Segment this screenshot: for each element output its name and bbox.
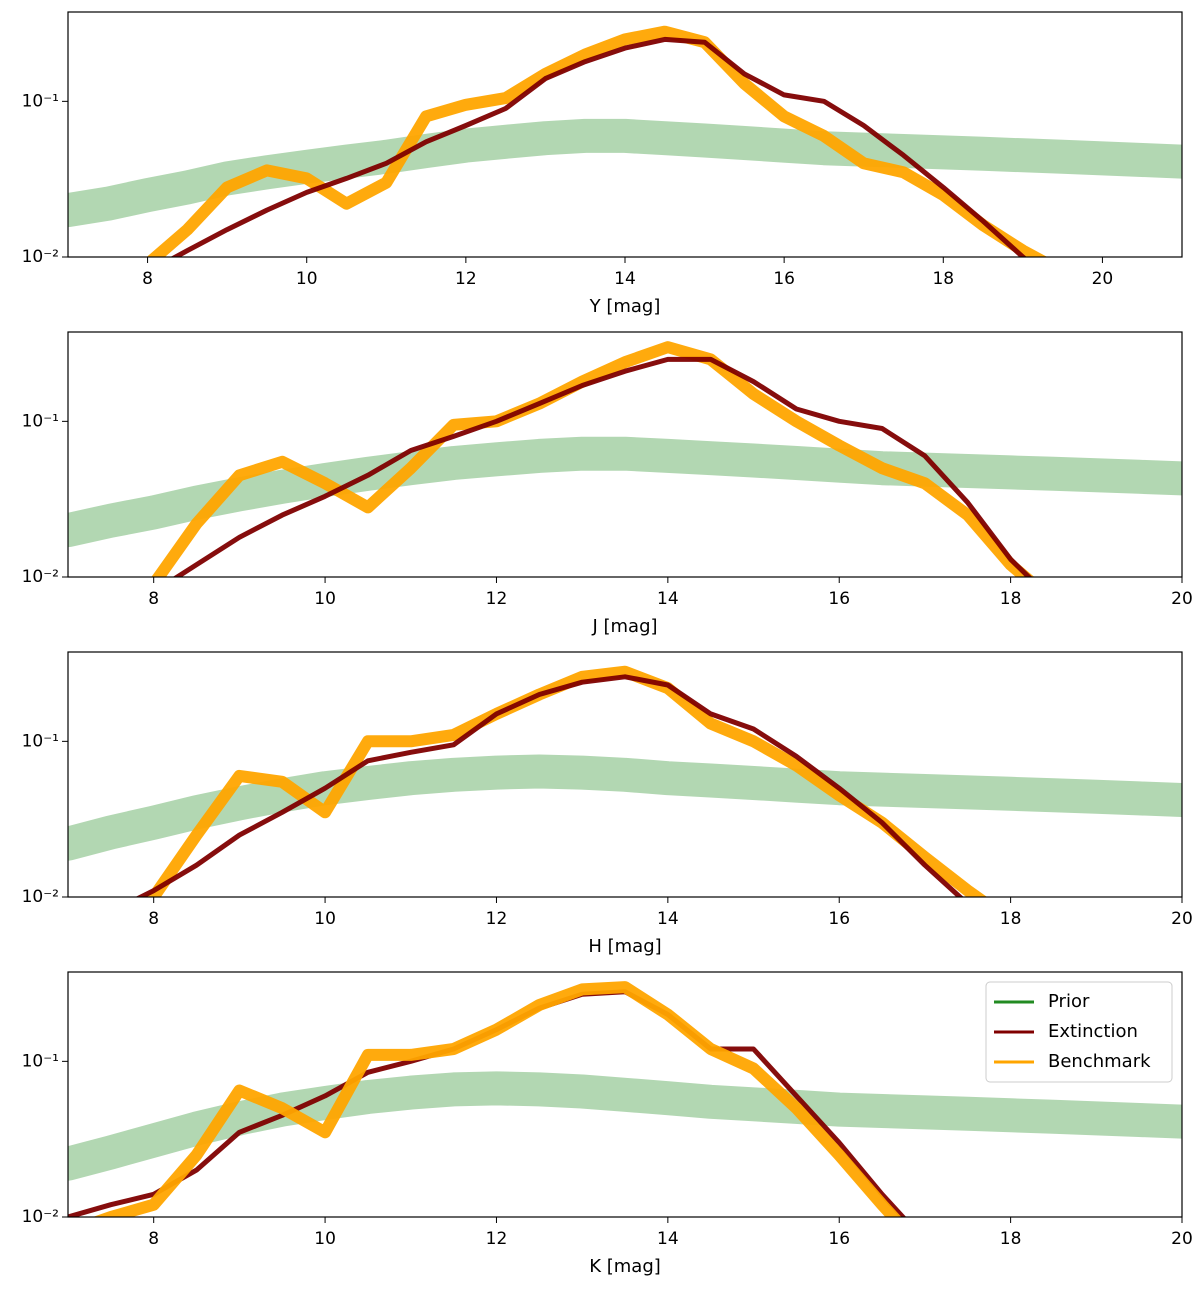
- axes-frame: [67, 651, 1183, 898]
- x-tick-label: 10: [314, 1229, 336, 1249]
- x-axis-label: K [mag]: [589, 1256, 661, 1277]
- series-line: [151, 341, 1035, 577]
- x-tick-label: 18: [932, 269, 954, 289]
- x-tick-label: 12: [486, 1229, 508, 1249]
- panel: 8 10 12 14 16 18 20 10⁻² 10⁻¹ K [mag] Prior Extinct…: [22, 971, 1193, 1277]
- x-tick-label: 10: [314, 909, 336, 929]
- series-line: [92, 981, 902, 1217]
- y-tick-label: 10⁻¹: [22, 91, 59, 111]
- series-line: [172, 356, 1033, 577]
- x-tick-label: 12: [455, 269, 477, 289]
- plot-area: [68, 665, 1182, 897]
- series-line: [68, 754, 1182, 861]
- legend-box: [985, 981, 1173, 1083]
- series-line: [170, 36, 1027, 257]
- x-tick-label: 16: [828, 589, 850, 609]
- legend-label: Benchmark: [1048, 1051, 1151, 1072]
- x-tick-label: 14: [614, 269, 636, 289]
- plot-area: [68, 981, 1182, 1217]
- x-tick-label: 14: [657, 1229, 679, 1249]
- panel: 8 10 12 14 16 18 20 10⁻² 10⁻¹ Y [mag]: [22, 11, 1183, 317]
- plot-area: [68, 341, 1182, 577]
- x-axis-label: J [mag]: [591, 616, 657, 637]
- x-tick-label: 12: [486, 589, 508, 609]
- y-tick-label: 10⁻¹: [22, 411, 59, 431]
- panel: 8 10 12 14 16 18 20 10⁻² 10⁻¹ H [mag]: [22, 651, 1193, 957]
- x-tick-label: 8: [148, 1229, 159, 1249]
- x-axis-label: H [mag]: [588, 936, 661, 957]
- y-tick-label: 10⁻²: [22, 1207, 59, 1227]
- x-tick-label: 16: [828, 1229, 850, 1249]
- series-line: [68, 436, 1182, 548]
- legend-label: Prior: [1048, 991, 1090, 1012]
- x-tick-label: 14: [657, 589, 679, 609]
- panel: 8 10 12 14 16 18 20 10⁻² 10⁻¹ J [mag]: [22, 331, 1193, 637]
- y-tick-label: 10⁻²: [22, 247, 59, 267]
- x-tick-label: 8: [142, 269, 153, 289]
- x-tick-label: 18: [1000, 909, 1022, 929]
- x-tick-label: 8: [148, 909, 159, 929]
- series-line: [68, 1071, 1182, 1181]
- series-line: [146, 25, 1048, 257]
- legend: Prior Extinction Benchmark: [985, 981, 1173, 1083]
- y-tick-label: 10⁻²: [22, 887, 59, 907]
- x-tick-label: 8: [148, 589, 159, 609]
- axes-frame: [67, 331, 1183, 578]
- x-tick-label: 14: [657, 909, 679, 929]
- x-tick-label: 20: [1171, 1229, 1193, 1249]
- series-line: [135, 674, 964, 897]
- series-line: [68, 118, 1182, 228]
- x-tick-label: 16: [828, 909, 850, 929]
- axes-frame: [67, 971, 1183, 1218]
- x-tick-label: 10: [314, 589, 336, 609]
- plot-area: [68, 25, 1182, 257]
- y-tick-label: 10⁻¹: [22, 1051, 59, 1071]
- x-tick-label: 10: [296, 269, 318, 289]
- x-tick-label: 20: [1171, 589, 1193, 609]
- x-tick-label: 20: [1092, 269, 1114, 289]
- series-line: [141, 665, 988, 897]
- x-tick-label: 16: [773, 269, 795, 289]
- x-tick-label: 18: [1000, 1229, 1022, 1249]
- legend-label: Extinction: [1048, 1021, 1138, 1042]
- x-tick-label: 20: [1171, 909, 1193, 929]
- y-tick-label: 10⁻¹: [22, 731, 59, 751]
- x-tick-label: 18: [1000, 589, 1022, 609]
- x-axis-label: Y [mag]: [589, 296, 661, 317]
- y-tick-label: 10⁻²: [22, 567, 59, 587]
- x-tick-label: 12: [486, 909, 508, 929]
